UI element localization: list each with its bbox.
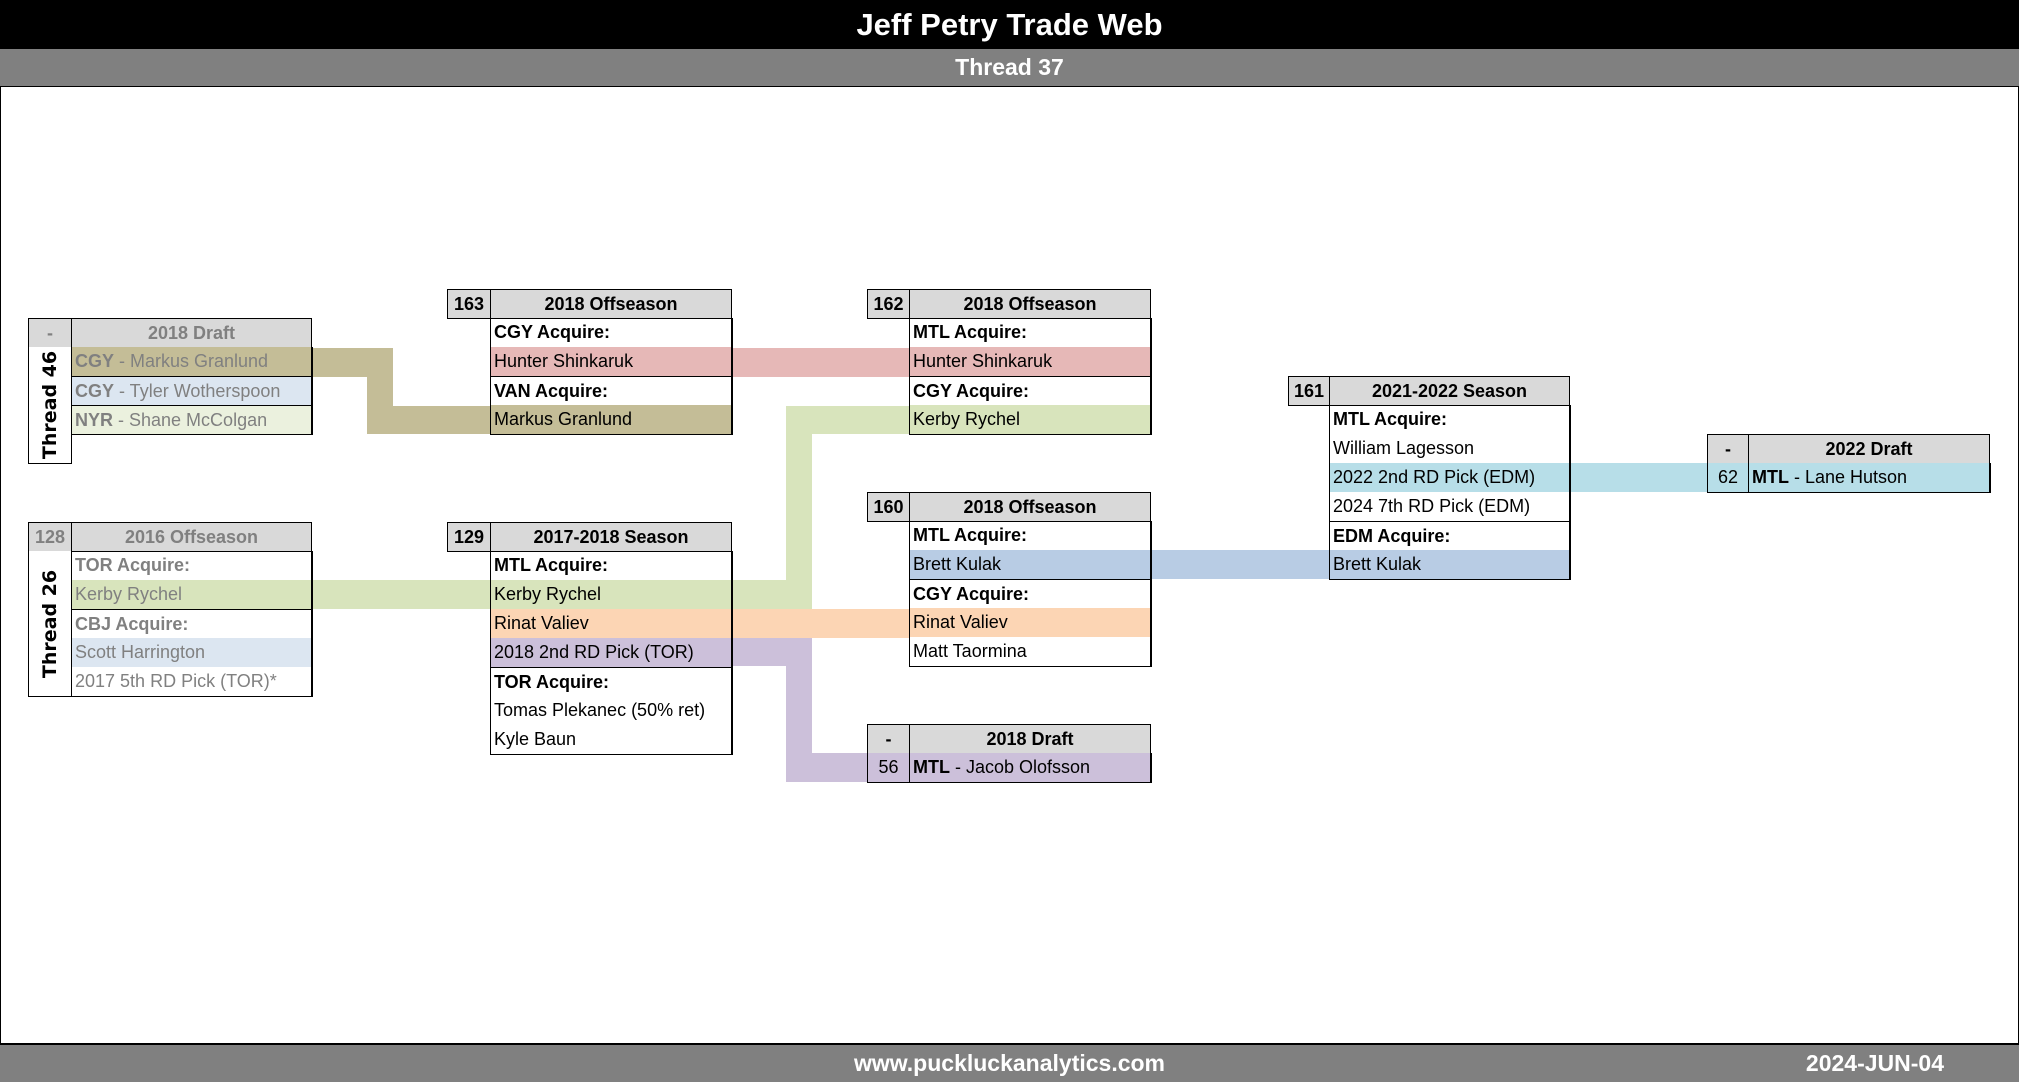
pick-number: 56 bbox=[867, 753, 909, 782]
asset-row: Brett Kulak bbox=[909, 550, 1151, 579]
box-number: 160 bbox=[867, 492, 909, 522]
acquire-heading: EDM Acquire: bbox=[1329, 521, 1570, 550]
box-number: - bbox=[28, 318, 71, 348]
asset-row: MTL - Jacob Olofsson bbox=[909, 753, 1151, 782]
thread-label-cell: Thread 46 bbox=[28, 347, 72, 464]
team-abbr: CGY bbox=[75, 351, 115, 371]
box-number: 162 bbox=[867, 289, 909, 319]
connector-tan bbox=[367, 406, 490, 434]
asset-row: Kyle Baun bbox=[490, 725, 732, 754]
box-number: 128 bbox=[28, 522, 71, 552]
asset-row: MTL - Lane Hutson bbox=[1748, 463, 1990, 492]
box-number: 163 bbox=[447, 289, 490, 319]
connector-green bbox=[312, 580, 490, 609]
acquire-heading: CBJ Acquire: bbox=[71, 609, 312, 638]
asset-name: - Shane McColgan bbox=[113, 410, 268, 430]
asset-row: CGY - Tyler Wotherspoon bbox=[71, 376, 312, 405]
footer: www.puckluckanalytics.com 2024-JUN-04 bbox=[0, 1043, 2019, 1082]
team-abbr: MTL bbox=[1752, 467, 1789, 487]
team-abbr: CGY bbox=[75, 381, 115, 401]
asset-row: Kerby Rychel bbox=[909, 405, 1151, 434]
pick-number: 62 bbox=[1707, 463, 1748, 492]
box-number: - bbox=[1707, 434, 1748, 464]
box-title: 2016 Offseason bbox=[71, 522, 312, 552]
connector-cyan bbox=[1570, 463, 1707, 492]
asset-name: - Markus Granlund bbox=[114, 351, 269, 371]
asset-row: William Lagesson bbox=[1329, 434, 1570, 463]
box-number: - bbox=[867, 724, 909, 754]
thread-label: Thread 26 bbox=[39, 569, 61, 678]
box-number: 129 bbox=[447, 522, 490, 552]
team-abbr: MTL bbox=[913, 757, 950, 777]
acquire-heading: CGY Acquire: bbox=[909, 376, 1151, 405]
asset-row: 2018 2nd RD Pick (TOR) bbox=[490, 638, 732, 667]
page-subtitle: Thread 37 bbox=[0, 49, 2019, 87]
acquire-heading: CGY Acquire: bbox=[909, 579, 1151, 608]
asset-row: Kerby Rychel bbox=[71, 580, 312, 609]
acquire-heading: MTL Acquire: bbox=[1329, 405, 1570, 434]
asset-row: Kerby Rychel bbox=[490, 580, 732, 609]
asset-row: 2024 7th RD Pick (EDM) bbox=[1329, 492, 1570, 521]
acquire-heading: VAN Acquire: bbox=[490, 376, 732, 405]
acquire-heading: MTL Acquire: bbox=[909, 318, 1151, 347]
asset-row: CGY - Markus Granlund bbox=[71, 347, 312, 376]
page-title: Jeff Petry Trade Web bbox=[0, 0, 2019, 49]
box-title: 2018 Offseason bbox=[909, 289, 1151, 319]
asset-row: Rinat Valiev bbox=[490, 609, 732, 638]
acquire-heading: MTL Acquire: bbox=[909, 521, 1151, 550]
box-title: 2017-2018 Season bbox=[490, 522, 732, 552]
asset-name: - Jacob Olofsson bbox=[949, 757, 1091, 777]
box-title: 2018 Offseason bbox=[490, 289, 732, 319]
asset-name: - Lane Hutson bbox=[1788, 467, 1908, 487]
asset-row: 2022 2nd RD Pick (EDM) bbox=[1329, 463, 1570, 492]
acquire-heading: CGY Acquire: bbox=[490, 318, 732, 347]
box-title: 2018 Draft bbox=[71, 318, 312, 348]
box-number: 161 bbox=[1288, 376, 1329, 406]
connector-orange bbox=[732, 609, 909, 638]
connector-blue bbox=[1151, 550, 1329, 579]
footer-date: 2024-JUN-04 bbox=[1805, 1050, 1944, 1076]
box-title: 2018 Draft bbox=[909, 724, 1151, 754]
asset-row: 2017 5th RD Pick (TOR)* bbox=[71, 667, 312, 696]
acquire-heading: MTL Acquire: bbox=[490, 551, 732, 580]
connector-pink bbox=[732, 348, 909, 377]
asset-row: Markus Granlund bbox=[490, 405, 732, 434]
acquire-heading: TOR Acquire: bbox=[71, 551, 312, 580]
asset-row: Brett Kulak bbox=[1329, 550, 1570, 579]
asset-row: Scott Harrington bbox=[71, 638, 312, 667]
asset-name: - Tyler Wotherspoon bbox=[114, 381, 281, 401]
thread-label-cell: Thread 26 bbox=[28, 551, 72, 697]
team-abbr: NYR bbox=[75, 410, 114, 430]
asset-row: Hunter Shinkaruk bbox=[909, 347, 1151, 376]
connector-green bbox=[786, 406, 812, 609]
connector-purple bbox=[786, 753, 867, 782]
asset-row: NYR - Shane McColgan bbox=[71, 405, 312, 434]
asset-row: Rinat Valiev bbox=[909, 608, 1151, 637]
box-title: 2021-2022 Season bbox=[1329, 376, 1570, 406]
box-title: 2022 Draft bbox=[1748, 434, 1990, 464]
asset-row: Matt Taormina bbox=[909, 637, 1151, 666]
acquire-heading: TOR Acquire: bbox=[490, 667, 732, 696]
footer-url[interactable]: www.puckluckanalytics.com bbox=[853, 1050, 1166, 1076]
asset-row: Hunter Shinkaruk bbox=[490, 347, 732, 376]
box-title: 2018 Offseason bbox=[909, 492, 1151, 522]
thread-label: Thread 46 bbox=[39, 350, 61, 460]
connector-green bbox=[786, 406, 909, 434]
asset-row: Tomas Plekanec (50% ret) bbox=[490, 696, 732, 725]
